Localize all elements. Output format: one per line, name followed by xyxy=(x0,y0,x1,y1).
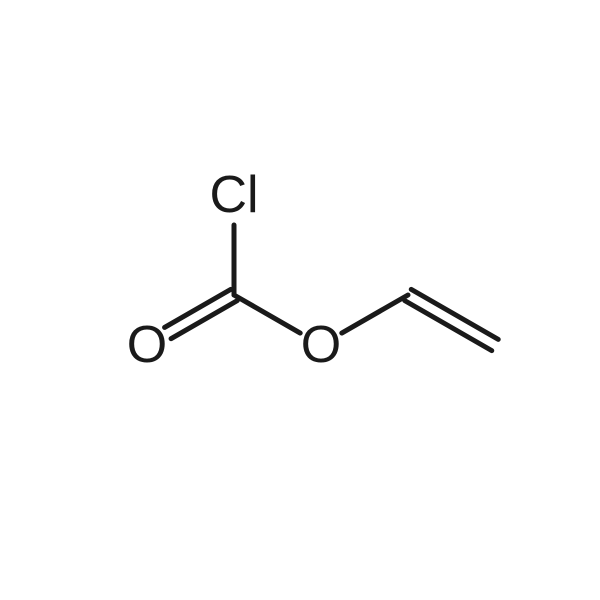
molecule-diagram: Cl O O xyxy=(0,0,600,600)
atom-label-os: O xyxy=(301,316,341,374)
atom-label-cl: Cl xyxy=(209,166,258,224)
atom-label-od: O xyxy=(127,316,167,374)
